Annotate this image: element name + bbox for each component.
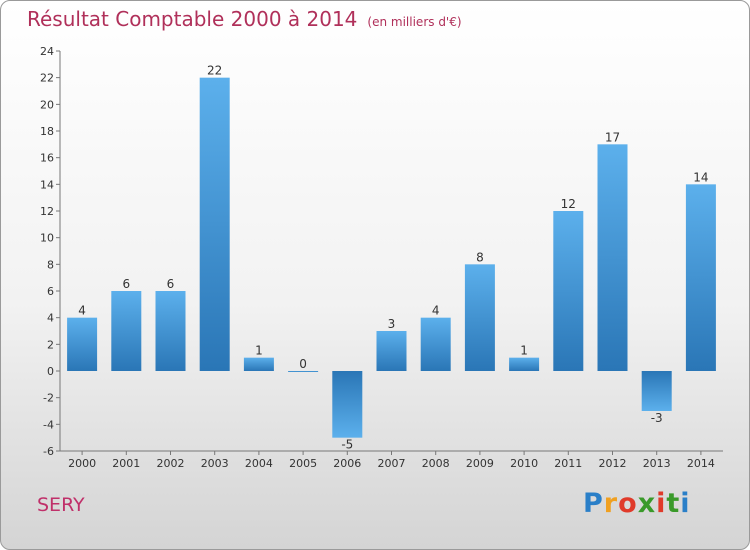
commune-name: SERY: [37, 494, 85, 516]
logo-letter: P: [583, 488, 604, 519]
x-tick-label: 2012: [599, 457, 627, 470]
x-tick-label: 2014: [687, 457, 715, 470]
bar: [597, 144, 628, 371]
data-label: 6: [167, 277, 175, 291]
x-tick-label: 2007: [378, 457, 406, 470]
data-label: 4: [78, 304, 86, 318]
y-tick-label: 14: [40, 178, 54, 191]
x-tick-label: 2002: [157, 457, 185, 470]
bar: [67, 317, 98, 371]
y-tick-label: 0: [47, 365, 54, 378]
bar: [288, 371, 319, 372]
data-label: 6: [122, 277, 130, 291]
data-label: 14: [693, 170, 708, 184]
logo-letter: i: [656, 488, 667, 519]
logo-letter: t: [666, 488, 681, 519]
bar: [464, 264, 495, 371]
x-tick-label: 2001: [112, 457, 140, 470]
x-tick-label: 2003: [201, 457, 229, 470]
x-tick-label: 2009: [466, 457, 494, 470]
bar: [111, 291, 142, 371]
title-row: Résultat Comptable 2000 à 2014 (en millie…: [27, 7, 462, 31]
y-tick-label: 6: [47, 285, 54, 298]
y-tick-label: 2: [47, 338, 54, 351]
bar: [553, 211, 584, 371]
y-tick-label: 16: [40, 152, 54, 165]
data-label: 1: [255, 344, 263, 358]
bar: [155, 291, 186, 371]
data-label: 4: [432, 304, 440, 318]
data-label: 22: [207, 64, 222, 78]
labels: 4 6 6 22 1 0 -5 3 4 8 1 12 17 -3 14: [78, 64, 708, 452]
data-label: 17: [605, 130, 620, 144]
x-tick-label: 2000: [68, 457, 96, 470]
y-tick-label: 22: [40, 72, 54, 85]
bar: [509, 357, 540, 371]
data-label: 0: [299, 357, 307, 371]
x-tick-label: 2006: [333, 457, 361, 470]
data-label: -3: [651, 411, 663, 425]
x-tick-label: 2004: [245, 457, 273, 470]
bar: [243, 357, 274, 371]
y-tick-label: 12: [40, 205, 54, 218]
y-tick-label: -2: [43, 392, 54, 405]
bar: [420, 317, 451, 371]
bar: [685, 184, 716, 371]
y-tick-label: 8: [47, 258, 54, 271]
x-tick-label: 2010: [510, 457, 538, 470]
x-tick-label: 2005: [289, 457, 317, 470]
logo-letter: o: [618, 488, 638, 519]
data-label: 8: [476, 250, 484, 264]
bar: [376, 331, 407, 371]
x-tick-label: 2013: [643, 457, 671, 470]
data-label: 1: [520, 344, 528, 358]
y-tick-label: 4: [47, 312, 54, 325]
chart-title: Résultat Comptable 2000 à 2014: [27, 7, 358, 31]
chart-subtitle: (en milliers d'€): [367, 15, 462, 29]
data-label: -5: [341, 438, 353, 452]
data-label: 3: [388, 317, 396, 331]
y-tick-label: 20: [40, 98, 54, 111]
y-tick-label: 10: [40, 232, 54, 245]
logo-letter: x: [637, 488, 657, 519]
data-label: 12: [561, 197, 576, 211]
logo-letter: r: [603, 488, 619, 519]
proxiti-logo[interactable]: Proxiti: [583, 488, 691, 519]
bar: [641, 371, 672, 411]
x-tick-label: 2011: [554, 457, 582, 470]
bar: [199, 77, 230, 372]
bars: [67, 77, 716, 438]
y-tick-label: 24: [40, 45, 54, 58]
y-tick-label: -4: [43, 418, 54, 431]
y-tick-label: 18: [40, 125, 54, 138]
y-tick-label: -6: [43, 445, 54, 458]
x-tick-label: 2008: [422, 457, 450, 470]
logo-letter: i: [680, 488, 691, 519]
bar: [332, 371, 363, 438]
